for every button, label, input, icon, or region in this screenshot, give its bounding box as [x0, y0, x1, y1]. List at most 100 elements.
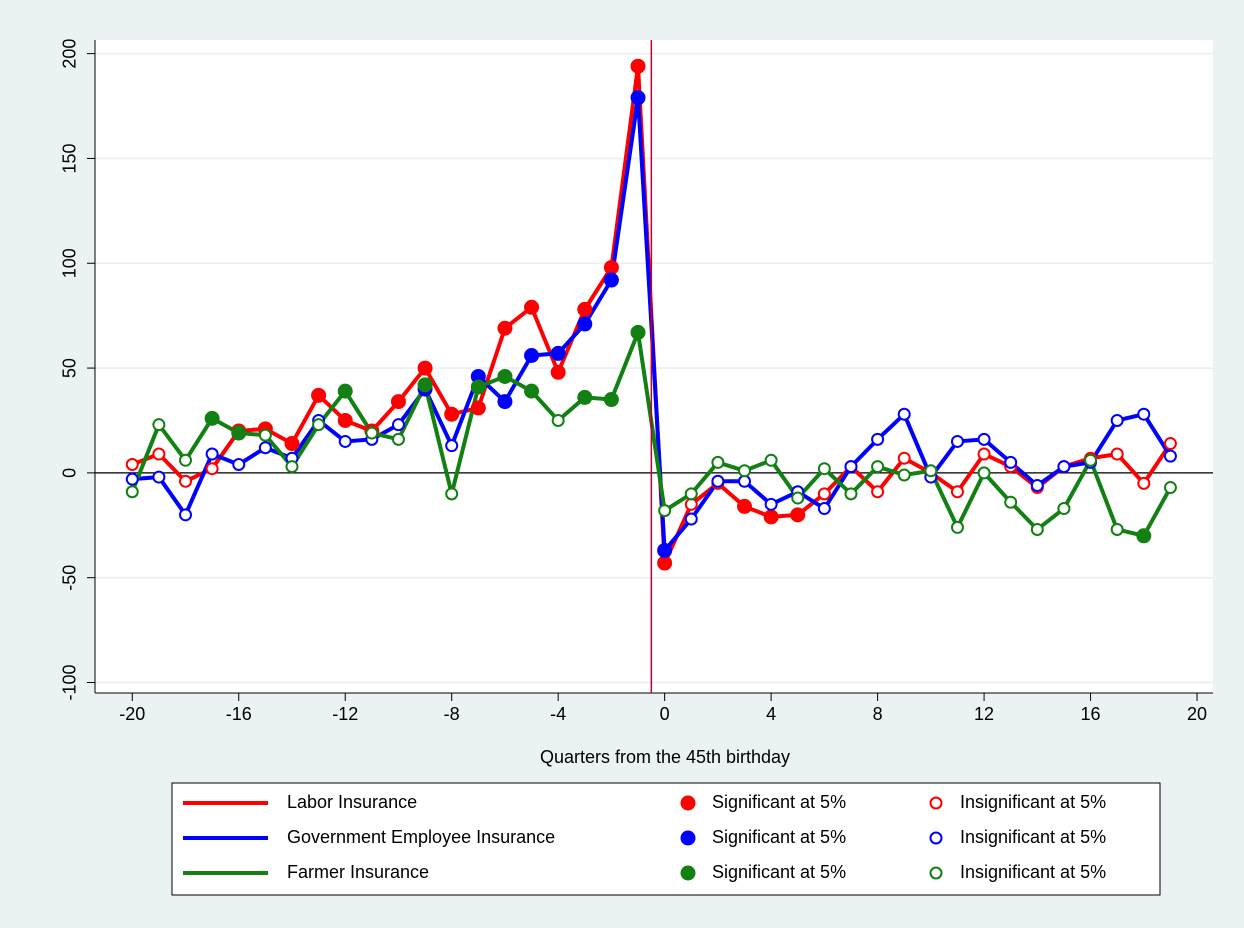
marker-insignificant — [338, 434, 352, 448]
marker-insignificant — [152, 418, 166, 432]
marker-insignificant — [551, 413, 565, 427]
marker-insignificant — [179, 453, 193, 467]
marker-insignificant — [125, 472, 139, 486]
marker-insignificant — [1137, 476, 1151, 490]
marker-insignificant — [125, 485, 139, 499]
marker-insignificant — [817, 502, 831, 516]
marker-insignificant — [445, 439, 459, 453]
marker-significant — [311, 387, 327, 403]
x-tick-label: -16 — [226, 704, 252, 724]
marker-significant — [763, 509, 779, 525]
marker-insignificant — [125, 458, 139, 472]
marker-insignificant — [658, 504, 672, 518]
marker-significant — [337, 383, 353, 399]
marker-significant — [470, 400, 486, 416]
y-tick-label: 50 — [60, 358, 80, 378]
legend-marker-insignificant — [929, 866, 943, 880]
marker-insignificant — [391, 418, 405, 432]
marker-insignificant — [1004, 455, 1018, 469]
marker-insignificant — [897, 451, 911, 465]
marker-insignificant — [977, 447, 991, 461]
marker-insignificant — [1163, 437, 1177, 451]
marker-insignificant — [1110, 522, 1124, 536]
marker-insignificant — [711, 474, 725, 488]
marker-significant — [657, 542, 673, 558]
marker-insignificant — [365, 426, 379, 440]
marker-insignificant — [445, 487, 459, 501]
marker-significant — [524, 347, 540, 363]
marker-significant — [550, 345, 566, 361]
legend-label: Government Employee Insurance — [287, 827, 555, 847]
legend-marker-insignificant — [929, 796, 943, 810]
x-tick-label: 8 — [873, 704, 883, 724]
marker-insignificant — [684, 512, 698, 526]
marker-significant — [284, 436, 300, 452]
legend-label: Insignificant at 5% — [960, 792, 1106, 812]
marker-significant — [577, 316, 593, 332]
marker-significant — [603, 392, 619, 408]
x-tick-label: 0 — [660, 704, 670, 724]
legend-label: Significant at 5% — [712, 862, 846, 882]
marker-insignificant — [684, 487, 698, 501]
marker-insignificant — [950, 485, 964, 499]
legend — [171, 782, 1161, 896]
marker-insignificant — [1030, 522, 1044, 536]
marker-insignificant — [391, 432, 405, 446]
x-axis-label: Quarters from the 45th birthday — [540, 747, 790, 767]
marker-insignificant — [152, 447, 166, 461]
marker-significant — [630, 90, 646, 106]
marker-significant — [577, 301, 593, 317]
marker-insignificant — [179, 508, 193, 522]
marker-insignificant — [764, 497, 778, 511]
marker-significant — [497, 320, 513, 336]
marker-insignificant — [738, 464, 752, 478]
marker-insignificant — [205, 447, 219, 461]
legend-marker-significant — [680, 795, 696, 811]
x-tick-label: 4 — [766, 704, 776, 724]
y-tick-label: 0 — [60, 468, 80, 478]
marker-insignificant — [817, 487, 831, 501]
marker-significant — [417, 377, 433, 393]
marker-insignificant — [950, 434, 964, 448]
y-tick-label: 200 — [60, 39, 80, 69]
marker-insignificant — [232, 458, 246, 472]
marker-insignificant — [1163, 449, 1177, 463]
marker-significant — [603, 272, 619, 288]
marker-insignificant — [977, 466, 991, 480]
marker-insignificant — [258, 428, 272, 442]
marker-insignificant — [205, 462, 219, 476]
marker-significant — [550, 364, 566, 380]
marker-insignificant — [1057, 460, 1071, 474]
marker-insignificant — [977, 432, 991, 446]
y-tick-label: -100 — [60, 665, 80, 701]
marker-insignificant — [1084, 453, 1098, 467]
x-tick-label: 20 — [1187, 704, 1207, 724]
marker-insignificant — [764, 453, 778, 467]
marker-insignificant — [1057, 502, 1071, 516]
marker-insignificant — [684, 497, 698, 511]
marker-insignificant — [844, 460, 858, 474]
legend-label: Insignificant at 5% — [960, 827, 1106, 847]
marker-insignificant — [1137, 407, 1151, 421]
marker-significant — [1136, 528, 1152, 544]
marker-insignificant — [1163, 481, 1177, 495]
marker-insignificant — [285, 460, 299, 474]
marker-significant — [524, 299, 540, 315]
marker-insignificant — [152, 470, 166, 484]
marker-significant — [737, 498, 753, 514]
marker-significant — [603, 259, 619, 275]
marker-insignificant — [179, 474, 193, 488]
marker-insignificant — [950, 520, 964, 534]
marker-significant — [390, 394, 406, 410]
marker-insignificant — [1004, 495, 1018, 509]
legend-label: Significant at 5% — [712, 827, 846, 847]
marker-significant — [337, 412, 353, 428]
legend-label: Farmer Insurance — [287, 862, 429, 882]
y-tick-label: 100 — [60, 248, 80, 278]
x-tick-label: -20 — [119, 704, 145, 724]
marker-significant — [630, 324, 646, 340]
marker-significant — [497, 394, 513, 410]
legend-marker-insignificant — [929, 831, 943, 845]
marker-insignificant — [871, 485, 885, 499]
marker-insignificant — [711, 455, 725, 469]
